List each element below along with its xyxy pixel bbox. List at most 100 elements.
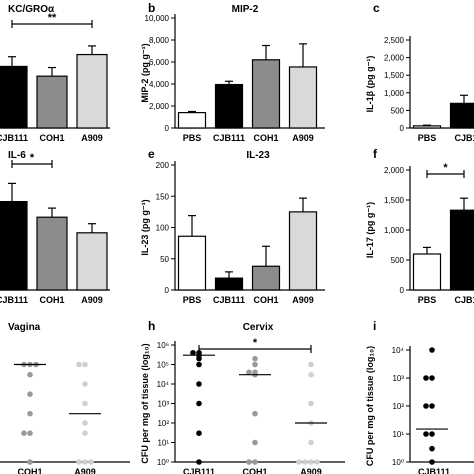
panel-e-x-tick-label: COH1	[253, 295, 278, 305]
panel-h-point-COH1	[252, 410, 258, 417]
panel-i-point-CJB111	[429, 347, 435, 353]
panel-h-y-tick-label: 10³	[157, 400, 169, 409]
panel-e-x-tick-label: CJB111	[213, 295, 245, 305]
panel-e-y-tick-label: 100	[156, 224, 170, 233]
panel-p3-x-tick-label: CJB111	[0, 295, 28, 305]
panel-i-point-CJB111	[429, 375, 435, 381]
panel-i-letter: i	[373, 319, 376, 333]
panel-p3-x-tick-label: COH1	[39, 295, 64, 305]
panel-h-point-A909	[302, 459, 308, 465]
panel-h-title: Cervix	[243, 322, 274, 333]
panel-h-point-CJB111	[196, 381, 202, 387]
panel-c-y-tick-label: 1,500	[384, 71, 405, 80]
panel-i-y-tick-label: 10²	[392, 402, 404, 411]
panel-h-y-tick-label: 10¹	[157, 439, 169, 448]
panel-h-point-CJB111	[196, 400, 202, 407]
panel-h-sig-label: *	[253, 337, 258, 349]
panel-h-point-COH1	[252, 355, 258, 362]
panel-h-y-tick-label: 10⁰	[157, 458, 169, 467]
panel-b-x-tick-label: A909	[292, 133, 314, 143]
panel-e-bar-PBS	[177, 235, 207, 291]
panel-e-x-tick-label: A909	[292, 295, 314, 305]
panel-e-bar-COH1	[251, 265, 281, 291]
panel-c-y-tick-label: 500	[391, 106, 405, 115]
panel-e-title: IL-23	[246, 150, 270, 161]
panel-e-x-tick-label: PBS	[183, 295, 202, 305]
panel-p6-point-COH1	[27, 391, 33, 397]
panel-f-y-tick-label: 0	[400, 286, 405, 295]
panel-e-bar-A909	[288, 211, 318, 291]
panel-h-point-CJB111	[196, 361, 202, 368]
panel-h-point-COH1	[252, 459, 258, 465]
panel-i-point-CJB111	[429, 445, 435, 452]
panel-p6-x-tick-label: A909	[74, 467, 96, 474]
panel-c-y-tick-label: 1,000	[384, 89, 405, 98]
panel-b-x-tick-label: COH1	[253, 133, 278, 143]
panel-h-x-tick-label: A909	[300, 467, 322, 474]
panel-c-y-axis-label: IL-1β (pg g⁻¹)	[365, 56, 375, 113]
panel-h-point-A909	[308, 459, 314, 465]
panel-f-y-axis-label: IL-17 (pg g⁻¹)	[365, 202, 375, 258]
panel-f-y-tick-label: 2,000	[384, 166, 405, 175]
panel-h-point-A909	[314, 459, 320, 465]
panel-h-y-tick-label: 10²	[157, 419, 169, 428]
panel-h-point-CJB111	[196, 430, 202, 436]
panel-p6-point-A909	[82, 420, 88, 426]
panel-h-point-COH1	[252, 439, 258, 446]
panel-p6-point-A909	[82, 361, 88, 368]
panel-b-y-tick-label: 10,000	[145, 14, 170, 23]
panel-c-x-tick-label: PBS	[418, 133, 437, 143]
panel-i-point-CJB111	[429, 431, 435, 437]
panel-p6-point-COH1	[27, 410, 33, 417]
panel-p6-point-A909	[82, 459, 88, 465]
panel-b-y-axis-label: MIP-2 (pg g⁻¹)	[140, 43, 150, 102]
panel-h-point-COH1	[246, 369, 252, 376]
panel-b-bar-PBS	[177, 111, 207, 129]
panel-p0-title: KC/GROα	[8, 4, 55, 15]
panel-e-y-tick-label: 150	[156, 192, 170, 201]
panel-b-bar-COH1	[251, 59, 281, 129]
panel-i-x-tick-label: CJB111	[418, 467, 450, 474]
panel-p6-title: Vagina	[8, 322, 41, 333]
panel-i-point-CJB111	[429, 403, 435, 409]
panel-p0-bar-COH1	[36, 75, 68, 129]
panel-e-y-tick-label: 50	[160, 255, 169, 264]
panel-b-y-tick-label: 0	[165, 124, 170, 133]
panel-h-x-tick-label: COH1	[242, 467, 267, 474]
panel-p0-x-tick-label: A909	[81, 133, 103, 143]
panel-h-point-A909	[308, 361, 314, 368]
panel-p0-bar-CJB111	[0, 65, 28, 129]
panel-p6-point-COH1	[27, 430, 33, 436]
panel-h-x-tick-label: CJB111	[183, 467, 215, 474]
panel-p0-x-tick-label: COH1	[39, 133, 64, 143]
panel-i-y-tick-label: 10⁴	[392, 346, 405, 355]
panel-c-letter: c	[373, 1, 380, 15]
panel-h-point-CJB111	[196, 355, 202, 362]
panel-f-bar-PBS	[412, 253, 442, 291]
panel-f-letter: f	[373, 147, 378, 161]
panel-p3-x-tick-label: A909	[81, 295, 103, 305]
panel-p6-x-tick-label: COH1	[17, 467, 42, 474]
panel-i-y-tick-label: 10¹	[392, 430, 404, 439]
panel-h-point-A909	[308, 439, 314, 446]
panel-p3-bar-A909	[76, 232, 108, 291]
panel-c-bar-CJB1	[449, 102, 474, 129]
panel-b-title: MIP-2	[232, 4, 259, 15]
panel-p0-x-tick-label: CJB111	[0, 133, 28, 143]
panel-p3-bar-CJB111	[0, 201, 28, 291]
panel-p6-point-A909	[82, 430, 88, 436]
panel-h-point-COH1	[246, 459, 252, 465]
panel-c-x-tick-label: CJB1	[454, 133, 474, 143]
panel-p3-title: IL-6	[8, 150, 26, 161]
panel-h-point-A909	[308, 371, 314, 378]
panel-c-y-tick-label: 2,500	[384, 36, 405, 45]
panel-f-y-tick-label: 1,000	[384, 226, 405, 235]
panel-h-point-COH1	[252, 361, 258, 368]
panel-h-y-tick-label: 10⁵	[157, 361, 169, 370]
panel-h-point-A909	[308, 400, 314, 407]
panel-e-bar-CJB111	[214, 277, 244, 291]
panel-i-point-CJB111	[423, 375, 429, 381]
panel-h-y-tick-label: 10⁴	[157, 380, 170, 389]
panel-f-y-tick-label: 1,500	[384, 196, 405, 205]
